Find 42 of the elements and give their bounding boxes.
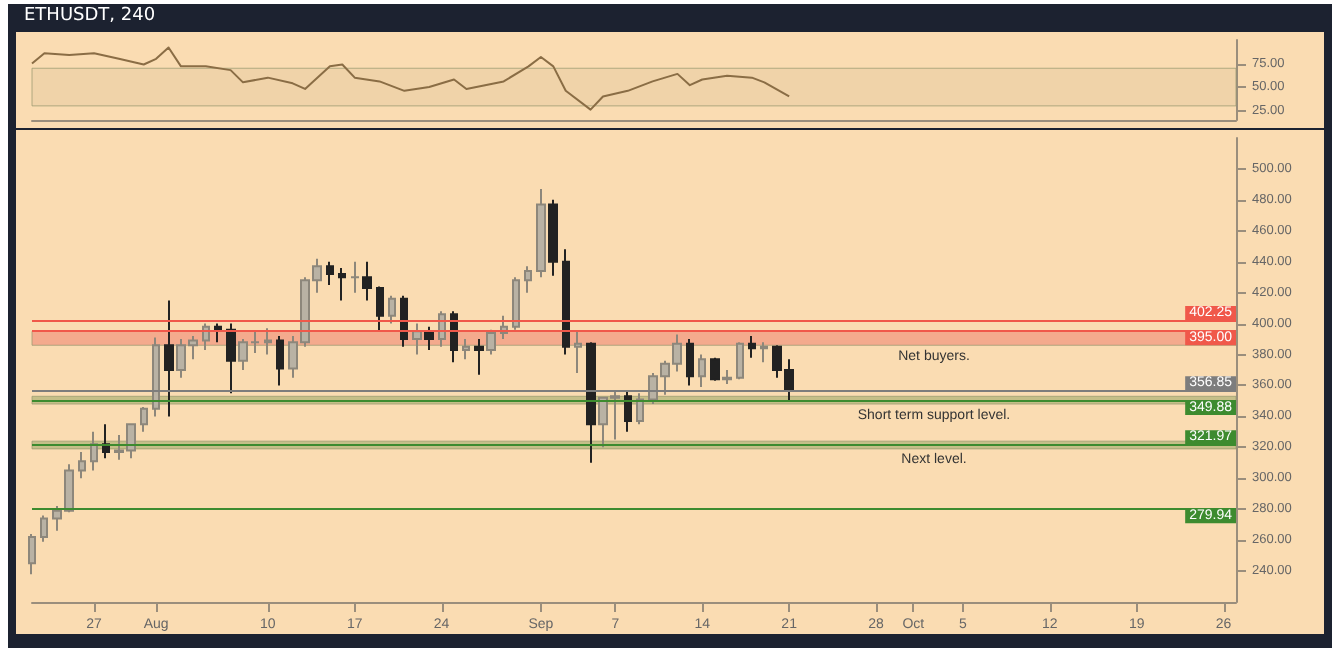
candlestick <box>276 334 284 387</box>
candlestick <box>524 265 532 294</box>
candlestick <box>78 450 86 480</box>
chart-title: ETHUSDT, 240 <box>24 6 156 26</box>
candlestick <box>512 276 520 331</box>
candlestick <box>562 248 570 356</box>
candlestick <box>474 338 484 376</box>
candlestick <box>698 353 706 389</box>
candlestick <box>362 260 372 302</box>
candlestick <box>624 389 632 433</box>
candlestick <box>636 392 644 426</box>
candlestick <box>164 299 174 418</box>
candlestick <box>326 260 334 286</box>
candlestick <box>486 328 496 356</box>
candlestick <box>140 406 148 433</box>
candlestick <box>264 327 272 356</box>
candlestick <box>760 341 768 364</box>
candlestick <box>548 198 558 277</box>
candlestick <box>338 266 346 302</box>
candlestick <box>686 338 694 387</box>
candlestick <box>574 330 582 375</box>
candlestick <box>748 334 756 359</box>
candlestick <box>412 322 422 356</box>
candlestick <box>350 260 360 294</box>
candlestick <box>710 356 720 382</box>
candlestick <box>536 188 546 279</box>
candlestick <box>28 532 36 576</box>
line-series <box>31 46 791 111</box>
candlestick <box>152 336 160 418</box>
candlestick <box>388 294 396 325</box>
candlestick <box>376 285 384 333</box>
candlestick <box>462 338 470 361</box>
candlestick <box>722 369 732 385</box>
candlestick <box>586 341 596 464</box>
candlestick <box>214 322 222 344</box>
candlestick <box>40 514 48 543</box>
candlestick <box>400 294 408 348</box>
candlestick <box>450 310 458 364</box>
candlestick <box>226 322 236 395</box>
candlestick <box>736 341 744 381</box>
candlestick <box>90 430 98 472</box>
candlestick <box>424 325 434 351</box>
